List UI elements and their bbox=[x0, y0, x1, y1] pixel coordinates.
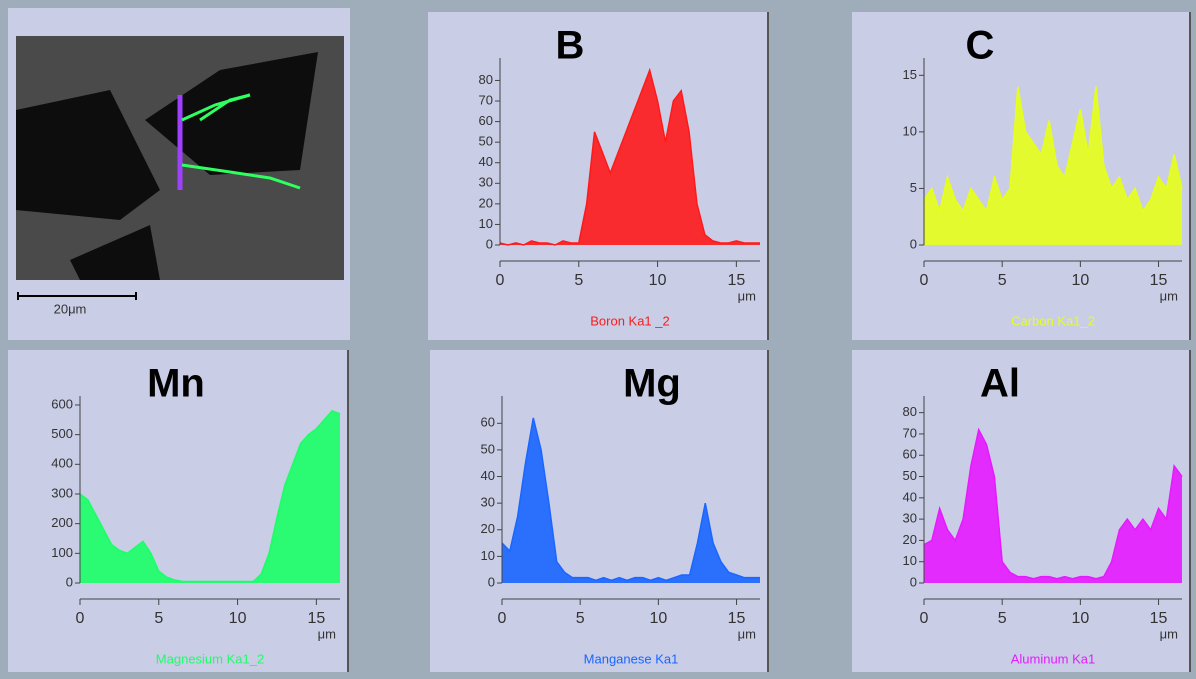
y-tick-label: 600 bbox=[51, 396, 73, 411]
legend-label: Carbon Ka1_2 bbox=[1011, 313, 1095, 328]
y-tick-label: 20 bbox=[479, 195, 493, 210]
x-tick-label: 5 bbox=[576, 610, 585, 627]
y-tick-label: 15 bbox=[903, 67, 917, 82]
legend-label: Aluminum Ka1 bbox=[1011, 651, 1096, 666]
y-tick-label: 0 bbox=[66, 574, 73, 589]
grain bbox=[16, 90, 160, 220]
y-tick-label: 30 bbox=[903, 511, 917, 526]
y-tick-label: 40 bbox=[481, 468, 495, 483]
y-tick-label: 60 bbox=[903, 447, 917, 462]
legend-label: Boron Ka1 _2 bbox=[590, 313, 670, 328]
x-tick-label: 0 bbox=[920, 610, 929, 627]
grain bbox=[145, 52, 318, 175]
chart-title: Mn bbox=[147, 362, 205, 406]
y-tick-label: 100 bbox=[51, 545, 73, 560]
y-tick-label: 60 bbox=[481, 415, 495, 430]
chart-title: Al bbox=[980, 362, 1020, 406]
chart-title: C bbox=[966, 24, 995, 68]
x-tick-label: 0 bbox=[496, 272, 505, 289]
y-tick-label: 80 bbox=[479, 72, 493, 87]
area-line bbox=[923, 86, 1183, 214]
legend-label: Manganese Ka1 bbox=[584, 651, 679, 666]
scale-label: 20μm bbox=[54, 301, 87, 316]
x-axis-label: μm bbox=[1160, 626, 1178, 641]
y-tick-label: 40 bbox=[903, 489, 917, 504]
y-tick-label: 0 bbox=[488, 574, 495, 589]
legend-label: Magnesium Ka1_2 bbox=[156, 651, 264, 666]
x-axis-label: μm bbox=[318, 626, 336, 641]
y-tick-label: 0 bbox=[910, 574, 917, 589]
grain bbox=[70, 225, 160, 280]
y-tick-label: 10 bbox=[903, 553, 917, 568]
area-fill bbox=[502, 417, 760, 583]
x-tick-label: 15 bbox=[728, 610, 746, 627]
x-tick-label: 15 bbox=[1150, 610, 1168, 627]
chart-title: B bbox=[556, 24, 585, 68]
y-tick-label: 500 bbox=[51, 426, 73, 441]
chart-title: Mg bbox=[623, 362, 681, 406]
y-tick-label: 20 bbox=[903, 532, 917, 547]
x-axis-label: μm bbox=[1160, 288, 1178, 303]
x-tick-label: 10 bbox=[1071, 272, 1089, 289]
y-tick-label: 50 bbox=[479, 134, 493, 149]
y-tick-label: 70 bbox=[903, 425, 917, 440]
x-tick-label: 5 bbox=[574, 272, 583, 289]
x-tick-label: 10 bbox=[229, 610, 247, 627]
x-tick-label: 5 bbox=[998, 272, 1007, 289]
y-tick-label: 10 bbox=[481, 548, 495, 563]
panel bbox=[852, 350, 1190, 672]
y-tick-label: 400 bbox=[51, 456, 73, 471]
y-tick-label: 50 bbox=[481, 441, 495, 456]
x-tick-label: 0 bbox=[76, 610, 85, 627]
y-tick-label: 10 bbox=[903, 123, 917, 138]
x-axis-label: μm bbox=[738, 626, 756, 641]
area-fill bbox=[500, 70, 760, 245]
area-line bbox=[501, 417, 760, 582]
x-tick-label: 10 bbox=[649, 272, 667, 289]
y-tick-label: 30 bbox=[481, 495, 495, 510]
profile-overlay bbox=[181, 93, 251, 122]
x-tick-label: 10 bbox=[1071, 610, 1089, 627]
y-tick-label: 80 bbox=[903, 404, 917, 419]
x-tick-label: 15 bbox=[307, 610, 325, 627]
x-axis-label: μm bbox=[738, 288, 756, 303]
y-tick-label: 30 bbox=[479, 175, 493, 190]
area-line bbox=[499, 67, 760, 246]
y-tick-label: 70 bbox=[479, 92, 493, 107]
y-tick-label: 300 bbox=[51, 485, 73, 500]
y-tick-label: 60 bbox=[479, 113, 493, 128]
x-tick-label: 10 bbox=[649, 610, 667, 627]
x-tick-label: 5 bbox=[154, 610, 163, 627]
area-line bbox=[923, 427, 1183, 580]
chart-panel: Mn Magnesium Ka1_2 0 100 200 300 400 500 600 0 5 10… bbox=[8, 350, 349, 672]
image-panel: 20μm bbox=[8, 8, 350, 340]
x-tick-label: 0 bbox=[498, 610, 507, 627]
y-tick-label: 0 bbox=[486, 236, 493, 251]
y-tick-label: 40 bbox=[479, 154, 493, 169]
y-tick-label: 50 bbox=[903, 468, 917, 483]
area-line bbox=[79, 410, 341, 583]
y-tick-label: 200 bbox=[51, 515, 73, 530]
y-tick-label: 5 bbox=[910, 180, 917, 195]
x-tick-label: 5 bbox=[998, 610, 1007, 627]
area-fill bbox=[924, 429, 1182, 583]
x-tick-label: 15 bbox=[727, 272, 745, 289]
x-tick-label: 15 bbox=[1150, 272, 1168, 289]
x-tick-label: 0 bbox=[920, 272, 929, 289]
panel bbox=[430, 350, 768, 672]
y-tick-label: 0 bbox=[910, 236, 917, 251]
profile-overlay bbox=[181, 163, 301, 190]
area-fill bbox=[80, 410, 340, 583]
y-tick-label: 10 bbox=[479, 216, 493, 231]
y-tick-label: 20 bbox=[481, 521, 495, 536]
